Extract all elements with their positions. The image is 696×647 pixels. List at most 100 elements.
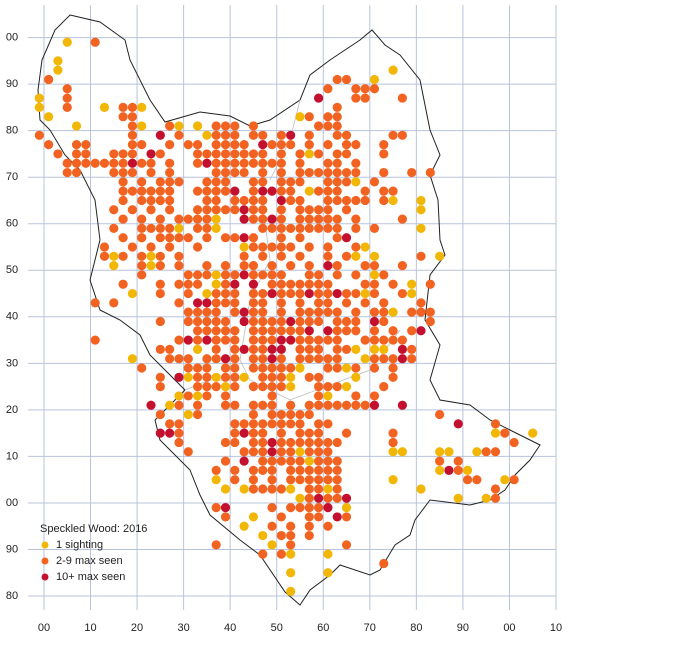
record-dot [267,261,277,271]
record-dot [211,372,221,382]
record-dot [192,400,203,410]
x-tick-label: 90 [457,622,469,634]
record-dot [276,363,286,373]
record-dot [258,140,268,150]
record-dot [304,521,314,531]
record-dot [397,447,407,457]
record-dot [295,335,305,345]
record-dot [192,382,203,392]
record-dot [248,279,259,289]
legend-label: 1 sighting [56,539,103,551]
record-dot [211,288,221,299]
record-dot [304,130,314,140]
record-dot [71,121,82,131]
record-dot [341,400,352,410]
record-dot [34,102,44,112]
record-dot [388,326,398,336]
record-dot [258,419,268,429]
record-dot [174,130,184,140]
record-dot [118,195,128,206]
record-dot [379,140,389,150]
record-dot [220,354,231,364]
record-dot [528,428,538,438]
y-tick-label: 70 [6,171,18,183]
y-tick-label: 90 [6,78,18,90]
record-dot [462,465,473,475]
record-dot [435,456,445,466]
record-dot [388,363,398,373]
record-dot [295,223,305,233]
record-dot [379,167,389,178]
record-dot [304,354,314,364]
record-dot [109,167,119,178]
record-dot [323,568,333,578]
legend-label: 2-9 max seen [56,555,123,567]
record-dot [332,354,342,364]
record-dot [435,465,445,475]
record-dot [127,288,138,299]
record-dot [267,484,277,494]
record-dot [220,130,231,140]
record-dot [44,74,54,85]
record-dot [314,475,324,485]
record-dot [369,74,380,85]
record-dot [314,437,324,448]
x-tick-label: 10 [550,622,562,634]
record-dot [248,205,259,215]
record-dot [258,456,268,466]
record-dot [211,140,221,150]
record-dot [258,223,268,233]
record-dot [267,316,277,327]
record-dot [127,354,138,364]
record-dot [211,195,221,206]
record-dot [248,475,259,485]
record-dot [314,465,324,475]
record-dot [230,149,240,159]
record-dot [295,298,305,308]
record-dot [323,484,333,494]
record-dot [220,363,231,373]
record-dot [341,540,352,550]
record-dot [248,195,259,206]
record-dot [183,140,193,150]
record-dot [53,56,63,66]
record-dot [211,354,221,364]
record-dot [341,428,352,438]
record-dot [192,279,203,289]
record-dot [192,270,203,280]
record-dot [323,223,333,233]
record-dot [314,503,324,513]
record-dot [286,242,296,252]
record-dot [397,354,407,364]
record-dot [388,307,398,317]
record-dot [341,195,352,206]
record-dot [397,214,407,224]
record-dot [295,456,305,466]
record-dot [276,186,286,196]
record-dot [425,279,435,289]
record-dot [62,37,72,47]
record-dot [258,149,268,159]
record-dot [286,456,296,466]
record-dot [276,205,286,215]
record-dot [258,428,268,438]
record-dot [267,242,277,252]
record-dot [295,214,305,224]
record-dot [388,437,398,448]
record-dot [416,205,426,215]
record-dot [388,428,398,438]
record-dot [137,102,147,112]
record-dot [351,93,361,103]
record-dot [314,270,324,280]
record-dot [174,391,184,401]
record-dot [99,251,110,261]
record-dot [286,382,296,392]
record-dot [351,167,361,178]
record-dot [146,195,156,206]
record-dot [267,400,277,410]
record-dot [183,372,193,382]
record-dot [220,140,231,150]
record-dot [295,447,305,457]
record-dot [202,205,212,215]
record-dot [314,149,324,159]
